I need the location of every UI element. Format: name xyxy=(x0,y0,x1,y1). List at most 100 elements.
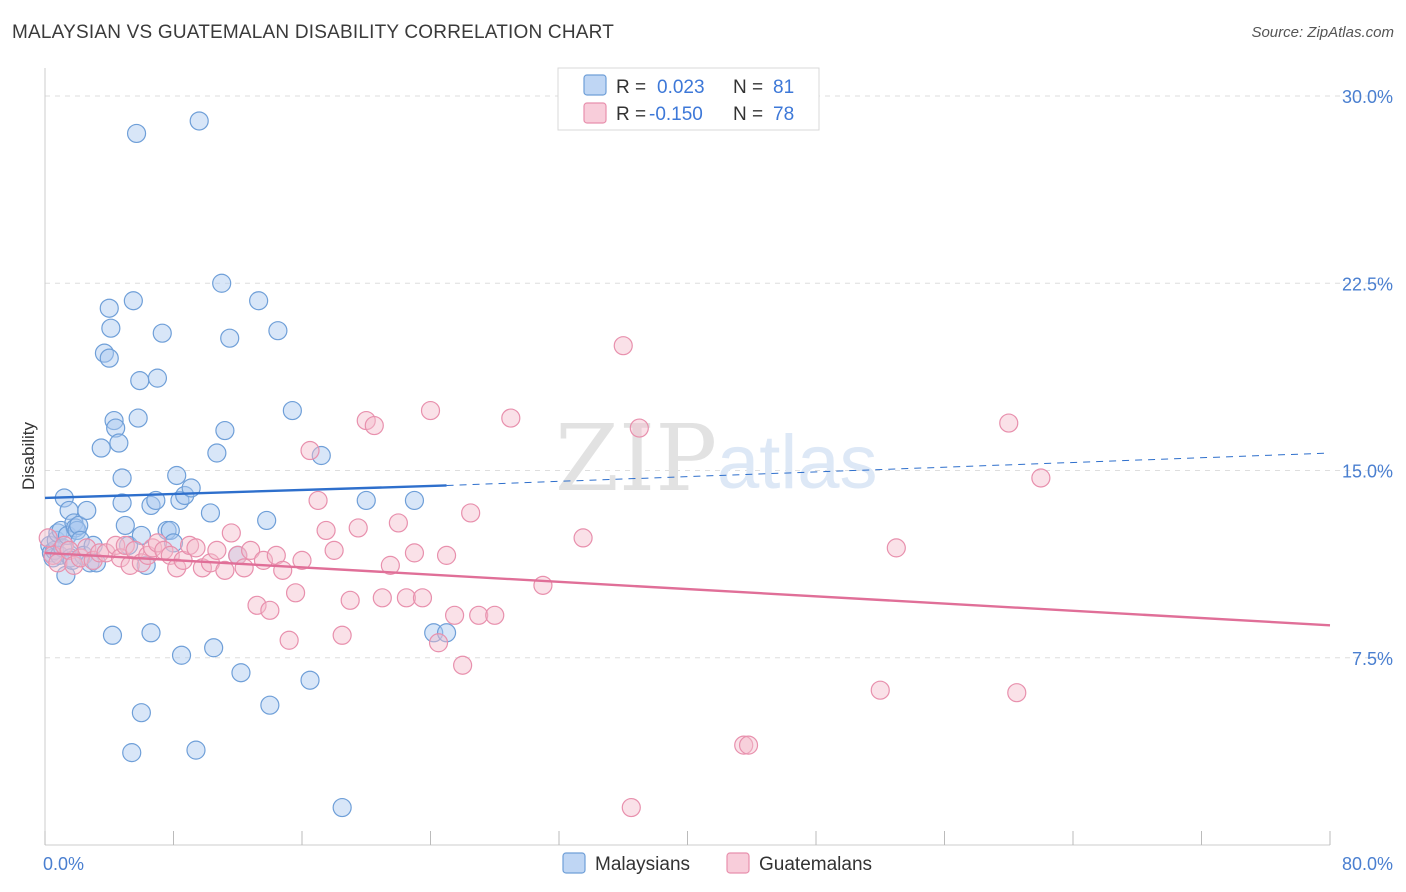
guatemalans-point-52 xyxy=(380,555,400,575)
legend-r-label-guatemalans: R = xyxy=(616,104,646,125)
malaysians-point-66 xyxy=(356,490,376,511)
guatemalans-point-28 xyxy=(207,540,227,560)
y-tick-labels: 7.5% 15.0% 22.5% 30.0% xyxy=(1342,87,1393,669)
malaysians-point-18 xyxy=(69,515,89,536)
malaysians-point-46 xyxy=(152,323,172,343)
series-guatemalans-points xyxy=(38,336,1051,818)
malaysians-point-58 xyxy=(215,420,235,441)
malaysians-point-77 xyxy=(122,743,142,763)
x-tick-label-min: 0.0% xyxy=(43,854,84,874)
y-axis-label: Disability xyxy=(19,421,38,490)
malaysians-point-28 xyxy=(99,298,119,318)
guatemalans-point-58 xyxy=(428,633,449,653)
guatemalans-point-65 xyxy=(501,408,521,428)
malaysians-point-27 xyxy=(99,348,119,368)
guatemalans-point-63 xyxy=(469,605,489,625)
malaysians-point-70 xyxy=(102,625,123,645)
guatemalans-point-32 xyxy=(234,558,254,578)
malaysians-point-21 xyxy=(77,500,97,521)
legend-box: R = 0.023 N = 81 R = -0.150 N = 78 xyxy=(557,67,820,131)
y-tick-label-1: 15.0% xyxy=(1342,462,1393,482)
guatemalans-point-66 xyxy=(533,575,553,595)
guatemalans-point-57 xyxy=(420,400,441,421)
bottom-legend-swatch-malaysians xyxy=(562,852,586,874)
malaysians-point-50 xyxy=(167,465,187,486)
guatemalans-point-43 xyxy=(308,490,328,511)
malaysians-point-32 xyxy=(109,433,129,453)
malaysians-point-38 xyxy=(126,123,147,144)
x-tick-label-max: 80.0% xyxy=(1342,854,1393,874)
guatemalans-point-46 xyxy=(332,625,352,645)
legend-swatch-guatemalans xyxy=(583,102,607,124)
malaysians-point-39 xyxy=(128,408,148,428)
malaysians-point-56 xyxy=(207,443,227,463)
y-tick-label-0: 7.5% xyxy=(1352,649,1393,669)
malaysians-point-71 xyxy=(141,623,161,643)
axes xyxy=(44,68,1331,846)
guatemalans-point-67 xyxy=(573,528,593,548)
malaysians-point-48 xyxy=(160,520,180,541)
malaysians-point-72 xyxy=(171,645,192,665)
guatemalans-point-39 xyxy=(279,630,299,650)
watermark-zip: ZIP xyxy=(555,405,717,512)
trend-lines xyxy=(44,452,1331,627)
guatemalans-point-55 xyxy=(404,543,425,563)
y-tick-label-2: 22.5% xyxy=(1342,274,1393,294)
malaysians-point-44 xyxy=(146,490,166,511)
guatemalans-point-30 xyxy=(221,523,241,543)
guatemalans-point-64 xyxy=(485,605,505,625)
malaysians-point-31 xyxy=(106,418,126,438)
guatemalans-point-11 xyxy=(106,535,126,556)
guatemalans-point-29 xyxy=(215,560,235,580)
guatemalans-point-71 xyxy=(999,413,1019,433)
malaysians-point-61 xyxy=(249,291,269,311)
malaysians-point-25 xyxy=(91,438,111,458)
guatemalans-point-54 xyxy=(396,588,417,608)
guatemalans-point-75 xyxy=(734,735,754,755)
guatemalans-point-25 xyxy=(186,538,206,558)
malaysians-point-34 xyxy=(112,493,132,513)
source-label: Source: ZipAtlas.com xyxy=(1251,24,1394,41)
legend-n-value-guatemalans: 78 xyxy=(773,104,794,125)
guatemalans-point-45 xyxy=(324,540,344,560)
malaysians-point-49 xyxy=(163,533,184,553)
malaysians-point-35 xyxy=(115,515,135,536)
malaysians-point-65 xyxy=(311,445,331,466)
legend-n-label-malaysians: N = xyxy=(733,77,763,98)
malaysians-point-52 xyxy=(175,485,195,506)
malaysians-trend-extension xyxy=(446,452,1331,486)
malaysians-point-33 xyxy=(112,468,132,488)
guatemalans-point-42 xyxy=(300,440,320,461)
guatemalans-point-40 xyxy=(285,583,306,603)
malaysians-point-59 xyxy=(220,328,240,348)
malaysians-point-73 xyxy=(204,638,224,658)
guatemalans-point-59 xyxy=(436,545,457,565)
guatemalans-point-7 xyxy=(77,538,97,558)
malaysians-point-64 xyxy=(282,400,302,421)
guatemalans-point-34 xyxy=(247,595,267,615)
malaysians-point-30 xyxy=(104,410,124,431)
legend-r-value-guatemalans: -0.150 xyxy=(649,104,703,125)
guatemalans-point-22 xyxy=(167,558,187,578)
guatemalans-point-33 xyxy=(241,540,261,560)
malaysians-point-63 xyxy=(268,321,288,341)
malaysians-point-55 xyxy=(200,503,221,523)
chart-title: MALAYSIAN VS GUATEMALAN DISABILITY CORRE… xyxy=(12,22,614,43)
bottom-legend-label-malaysians: Malaysians xyxy=(595,854,690,875)
y-tick-label-3: 30.0% xyxy=(1342,87,1393,107)
malaysians-point-67 xyxy=(404,490,425,511)
guatemalans-point-76 xyxy=(738,735,759,755)
watermark-atlas: atlas xyxy=(717,420,878,505)
guatemalans-trend-line xyxy=(44,551,1331,627)
malaysians-point-57 xyxy=(212,273,232,293)
malaysians-point-78 xyxy=(186,740,206,760)
watermark: ZIP atlas xyxy=(555,405,878,512)
guatemalans-point-19 xyxy=(147,533,168,553)
bottom-legend-label-guatemalans: Guatemalans xyxy=(759,854,872,875)
malaysians-point-69 xyxy=(436,623,457,643)
malaysians-point-54 xyxy=(189,111,209,131)
malaysians-point-79 xyxy=(332,797,352,818)
guatemalans-point-38 xyxy=(273,560,293,580)
malaysians-point-45 xyxy=(147,368,168,388)
